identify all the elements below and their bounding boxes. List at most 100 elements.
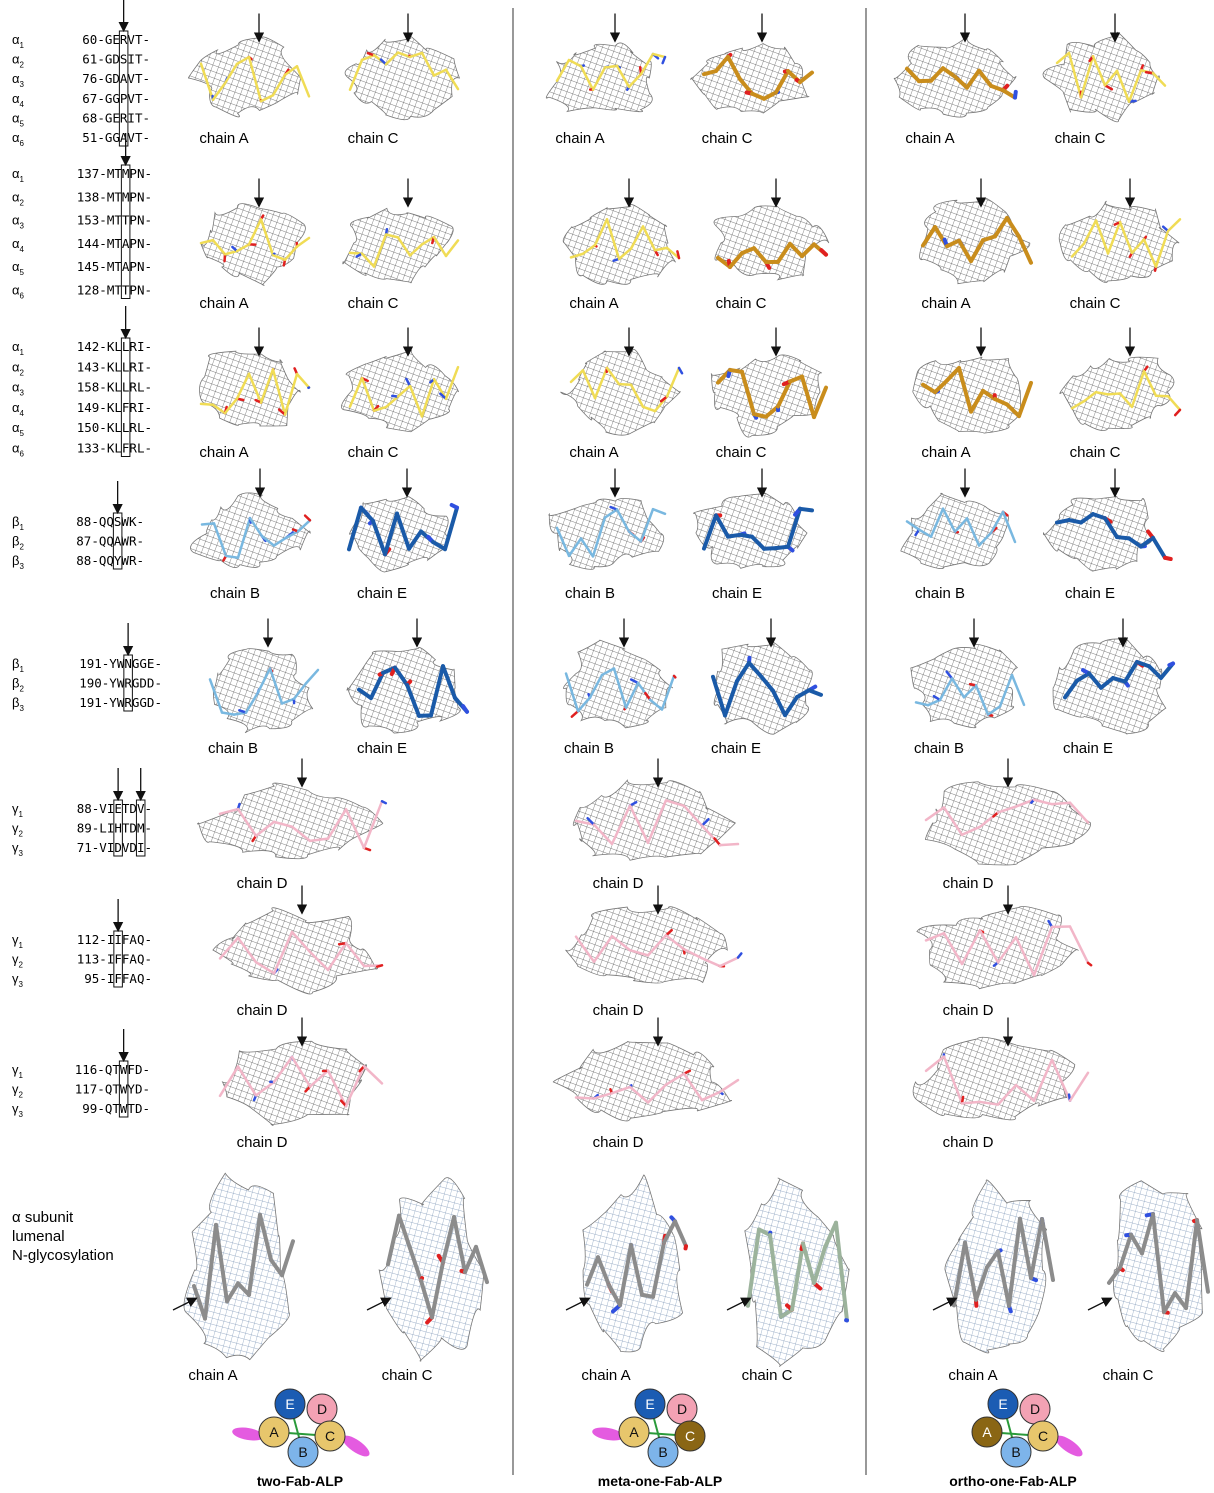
density-mesh [583,1175,683,1352]
subunit-index: 5 [20,119,25,128]
subunit-index: 3 [19,980,24,989]
subunit-index: 3 [19,704,24,713]
subunit-letter: B [1011,1444,1020,1460]
subunit-label: α1 [12,32,25,50]
chain-label: chain C [382,1367,433,1384]
atom-bond [1070,1073,1088,1101]
sequence: 95-IFFAQ- [84,971,152,986]
density-mesh [553,1041,731,1121]
atom-bond [1108,393,1120,394]
column-title: ortho-one-Fab-ALP [949,1473,1077,1489]
atom-bond [677,251,679,258]
atom-bond [1052,803,1070,804]
chain-label: chain D [943,1134,994,1151]
sequence: 71-VIDVDI- [77,840,152,855]
atom-bond [821,250,826,255]
glyco-label: lumenal [12,1228,65,1245]
sequence: 88-VIETDV- [77,801,152,816]
chain-label: chain D [943,875,994,892]
subunit-label: α6 [12,130,25,148]
sequence: 88-QQYWR- [76,553,144,568]
chain-label: chain C [702,130,753,147]
subunit-label: α1 [12,166,25,184]
subunit-label: β1 [12,514,24,532]
chain-label: chain C [348,444,399,461]
subunit-index: 2 [19,961,24,970]
residue-box [121,338,130,457]
atom-bond [674,676,675,677]
sequence: 76-GDAVT- [82,71,150,86]
atom-bond [605,66,617,68]
sequence: 116-QTWFD- [75,1062,150,1077]
density-mesh [213,649,313,733]
sequence: 191-YWNGGE- [79,656,162,671]
atom-bond [1070,927,1088,963]
atom-bond [962,1102,980,1103]
subunit-letter: A [629,1424,639,1440]
chain-label: chain E [357,585,407,602]
chain-label: chain C [348,130,399,147]
subunit-index: 5 [20,429,25,438]
subunit-label: γ2 [12,952,24,970]
chain-label: chain B [915,585,965,602]
sequence: 142-KLLRI- [77,339,152,354]
atom-bond [1168,219,1180,231]
atom-bond [306,670,318,683]
atom-bond [1169,663,1173,665]
atom-bond [720,844,738,845]
subunit-letter: B [658,1444,667,1460]
chain-label: chain A [569,295,618,312]
subunit-label: γ3 [12,1101,24,1119]
subunit-label: α5 [12,259,25,277]
chain-label: chain C [1055,130,1106,147]
sequence: 158-KLLRL- [77,380,152,395]
chain-label: chain B [208,740,258,757]
subunit-letter: D [1030,1401,1040,1417]
atom-bond [226,556,238,558]
density-mesh [345,36,459,120]
sequence: 137-MTMPN- [77,166,152,181]
sequence: 68-GERIT- [82,110,150,125]
subunit-label: γ1 [12,932,24,950]
subunit-label: β2 [12,534,24,552]
density-mesh [1053,637,1166,734]
subunit-label: γ3 [12,840,24,858]
subunit-label: γ3 [12,971,24,989]
density-mesh [911,644,1018,727]
atom-bond [1012,675,1024,705]
subunit-index: 2 [20,368,25,377]
chain-label: chain C [348,295,399,312]
chain-label: chain D [593,875,644,892]
atom-bond [1088,963,1091,965]
chain-label: chain A [199,130,248,147]
chain-label: chain C [1070,295,1121,312]
subunit-letter: E [998,1396,1007,1412]
sequence: 150-KLLRL- [77,420,152,435]
subunit-index: 2 [19,830,24,839]
subunit-label: α4 [12,91,25,109]
atom-bond [297,374,309,388]
density-mesh [714,206,829,280]
chain-label: chain A [948,1367,997,1384]
subunit-label: α6 [12,441,25,459]
subunit-label: α5 [12,420,25,438]
subunit-index: 3 [20,80,25,89]
density-mesh [714,642,812,734]
atom-bond [446,240,458,256]
glyco-label: N-glycosylation [12,1247,114,1264]
sequence: 145-MTAPN- [77,259,152,274]
chain-label: chain B [564,740,614,757]
arrow [933,1300,953,1310]
chain-label: chain D [237,1002,288,1019]
sequence: 87-QQAWR- [76,534,144,549]
atom-bond [201,404,213,405]
subunit-index: 4 [20,245,25,254]
chain-label: chain C [1103,1367,1154,1384]
subunit-index: 2 [19,1091,24,1100]
subunit-index: 1 [19,941,24,950]
subunit-letter: C [325,1428,335,1444]
subunit-index: 6 [20,139,25,148]
chain-label: chain A [569,444,618,461]
subunit-letter: A [269,1424,279,1440]
subunit-label: α3 [12,213,25,231]
